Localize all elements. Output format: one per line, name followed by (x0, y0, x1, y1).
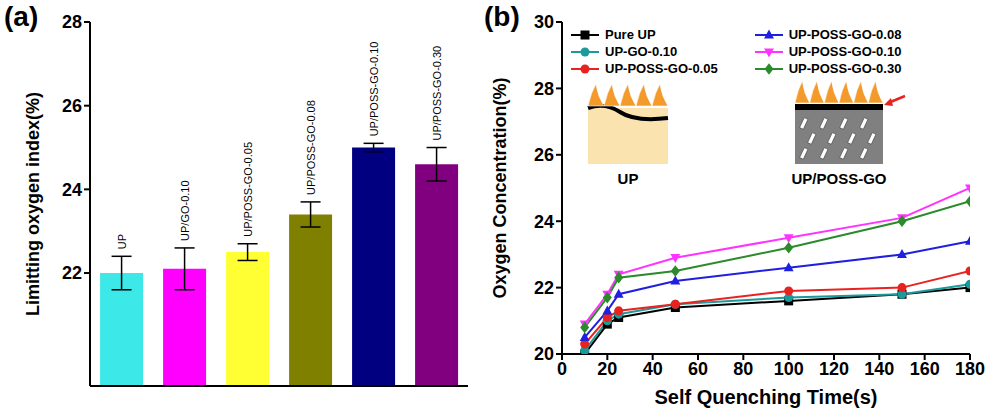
svg-text:UP/POSS-GO-0.08: UP/POSS-GO-0.08 (305, 100, 317, 195)
html-text:UP-POSS-GO-0.30: UP-POSS-GO-0.30 (788, 61, 902, 76)
svg-text:22: 22 (534, 278, 554, 298)
svg-text:Oxygen Concentration(%): Oxygen Concentration(%) (490, 77, 510, 298)
svg-text:26: 26 (534, 145, 554, 165)
svg-text:28: 28 (534, 79, 554, 99)
svg-text:UP: UP (618, 170, 639, 187)
svg-text:60: 60 (688, 359, 708, 379)
html-text:(a): (a) (4, 1, 39, 32)
svg-text:40: 40 (643, 359, 663, 379)
html-text:UP-POSS-GO-0.10: UP-POSS-GO-0.10 (788, 44, 902, 59)
svg-text:100: 100 (774, 359, 804, 379)
svg-text:20: 20 (597, 359, 617, 379)
svg-text:140: 140 (864, 359, 894, 379)
svg-text:28: 28 (62, 12, 82, 32)
html-text:UP-POSS-GO-0.05: UP-POSS-GO-0.05 (605, 61, 718, 76)
svg-text:26: 26 (62, 96, 82, 116)
svg-text:UP/GO-0.10: UP/GO-0.10 (179, 180, 191, 241)
svg-text:UP/POSS-GO-0.10: UP/POSS-GO-0.10 (368, 42, 380, 137)
html-text:UP-POSS-GO-0.08: UP-POSS-GO-0.08 (788, 27, 902, 42)
svg-text:160: 160 (910, 359, 940, 379)
svg-text:Self Quenching Time(s): Self Quenching Time(s) (655, 386, 878, 408)
svg-text:24: 24 (62, 180, 82, 200)
svg-text:22: 22 (62, 263, 82, 283)
html-text:Pure UP: Pure UP (605, 27, 656, 42)
svg-text:180: 180 (955, 359, 985, 379)
html-text:(b): (b) (484, 1, 520, 32)
svg-text:UP/POSS-GO-0.30: UP/POSS-GO-0.30 (431, 46, 443, 141)
svg-text:20: 20 (534, 344, 554, 364)
svg-text:120: 120 (819, 359, 849, 379)
svg-text:UP/POSS-GO-0.05: UP/POSS-GO-0.05 (242, 142, 254, 237)
svg-text:0: 0 (557, 359, 567, 379)
svg-text:UP: UP (116, 234, 128, 249)
svg-text:80: 80 (733, 359, 753, 379)
svg-text:Limitting oxygen index(%): Limitting oxygen index(%) (23, 92, 43, 316)
svg-text:UP/POSS-GO: UP/POSS-GO (791, 170, 886, 187)
svg-text:30: 30 (534, 12, 554, 32)
html-text:UP-GO-0.10: UP-GO-0.10 (605, 44, 678, 59)
svg-text:24: 24 (534, 212, 554, 232)
